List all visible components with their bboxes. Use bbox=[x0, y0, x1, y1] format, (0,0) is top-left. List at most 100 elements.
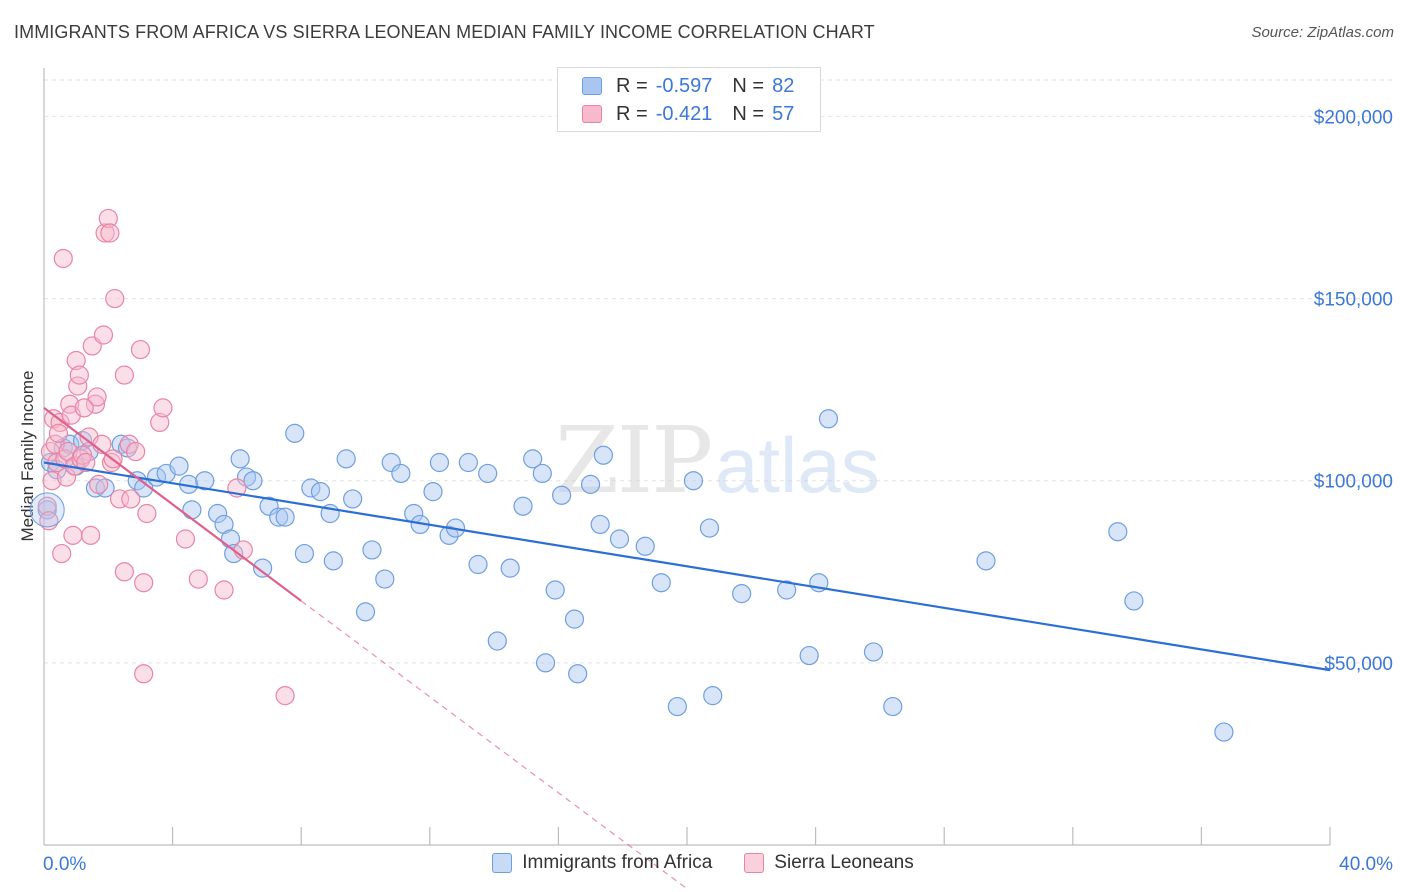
r-value: -0.421 bbox=[655, 102, 713, 125]
x-tick-label: 40.0% bbox=[1339, 854, 1393, 875]
africa-point bbox=[699, 518, 720, 538]
africa-point bbox=[863, 642, 884, 662]
africa-point bbox=[590, 514, 610, 535]
sierra-point bbox=[85, 394, 106, 414]
africa-point bbox=[818, 409, 839, 429]
africa-point bbox=[523, 449, 543, 469]
legend-label-africa: Immigrants from Africa bbox=[522, 852, 713, 873]
sierra-point bbox=[95, 223, 115, 243]
africa-point bbox=[391, 463, 411, 484]
legend-label-sierra: Sierra Leoneans bbox=[774, 852, 914, 873]
sierra-point bbox=[93, 325, 114, 345]
africa-point bbox=[545, 580, 565, 600]
sierra-point bbox=[63, 525, 83, 545]
sierra-point bbox=[188, 569, 208, 589]
legend-swatch-africa bbox=[582, 77, 602, 95]
sierra-point bbox=[134, 573, 154, 593]
sierra-point bbox=[130, 339, 151, 360]
sierra-point bbox=[81, 525, 101, 545]
sierra-point bbox=[53, 248, 73, 269]
legend-item-africa[interactable]: Immigrants from Africa bbox=[492, 852, 712, 874]
sierra-point bbox=[153, 398, 173, 418]
africa-point bbox=[478, 463, 498, 484]
legend-item-sierra[interactable]: Sierra Leoneans bbox=[744, 852, 914, 874]
africa-point bbox=[439, 525, 459, 545]
n-label: N = bbox=[732, 102, 765, 125]
watermark-atlas: atlas bbox=[715, 421, 880, 509]
r-value: -0.597 bbox=[655, 74, 713, 97]
africa-point bbox=[635, 536, 655, 556]
legend-swatch-sierra bbox=[582, 105, 602, 123]
africa-point bbox=[243, 471, 263, 491]
sierra-point bbox=[114, 365, 134, 385]
n-label: N = bbox=[732, 74, 765, 97]
africa-point bbox=[362, 540, 382, 560]
africa-point bbox=[609, 529, 630, 549]
sierra-point bbox=[134, 664, 154, 684]
africa-point bbox=[169, 456, 189, 476]
africa-point bbox=[208, 503, 228, 524]
africa-point bbox=[301, 478, 321, 498]
africa-point bbox=[195, 471, 215, 491]
watermark-zip: ZIP bbox=[555, 407, 711, 514]
y-tick-label: $50,000 bbox=[1324, 654, 1393, 675]
africa-point bbox=[236, 467, 257, 487]
africa-point bbox=[535, 653, 556, 673]
africa-point bbox=[593, 445, 614, 465]
correlation-legend: R = -0.597 N = 82 R = -0.421 N = 57 bbox=[557, 67, 821, 132]
sierra-point bbox=[89, 474, 109, 494]
africa-point bbox=[564, 609, 585, 629]
legend-row-africa: R = -0.597 N = 82 bbox=[582, 73, 794, 99]
africa-point bbox=[423, 482, 443, 502]
africa-point bbox=[500, 558, 520, 578]
sierra-point bbox=[42, 471, 62, 491]
n-value: 82 bbox=[772, 74, 795, 97]
y-tick-label: $150,000 bbox=[1314, 290, 1393, 311]
x-tick-label: 0.0% bbox=[43, 854, 86, 875]
sierra-point bbox=[214, 580, 234, 600]
africa-point bbox=[883, 696, 903, 717]
sierra-point bbox=[105, 288, 125, 309]
africa-point bbox=[275, 507, 295, 527]
legend-swatch-africa bbox=[492, 853, 513, 873]
africa-point bbox=[95, 478, 115, 498]
tick-labels: $50,000 $100,000 $150,000 $200,000 0.0% 40.0% bbox=[43, 107, 1393, 875]
africa-point bbox=[703, 686, 723, 706]
sierra-point bbox=[48, 423, 69, 443]
sierra-point bbox=[114, 562, 134, 582]
source-label: Source: ZipAtlas.com bbox=[1251, 24, 1394, 41]
sierra-trend-line bbox=[43, 406, 302, 602]
africa-point bbox=[310, 482, 331, 502]
sierra-point bbox=[119, 434, 139, 454]
legend-swatch-sierra bbox=[744, 853, 765, 873]
africa-point bbox=[253, 558, 273, 578]
africa-point bbox=[732, 584, 752, 604]
sierra-point bbox=[126, 441, 146, 462]
africa-point bbox=[667, 696, 687, 717]
axes bbox=[43, 68, 1331, 846]
africa-point bbox=[343, 489, 363, 509]
sierra-point bbox=[121, 489, 141, 509]
sierra-point bbox=[76, 452, 96, 473]
sierra-point bbox=[137, 503, 157, 524]
africa-point bbox=[777, 580, 797, 600]
africa-point bbox=[269, 507, 289, 527]
sierra-trend-extension bbox=[300, 600, 688, 890]
africa-point bbox=[429, 452, 450, 473]
africa-point bbox=[336, 449, 356, 469]
sierra-point bbox=[87, 387, 107, 407]
africa-point-large bbox=[29, 492, 65, 528]
n-value: 57 bbox=[772, 102, 795, 125]
africa-point bbox=[651, 573, 671, 593]
africa-point bbox=[259, 496, 279, 516]
sierra-point bbox=[275, 686, 295, 706]
sierra-point bbox=[56, 467, 77, 487]
africa-point bbox=[230, 449, 250, 469]
africa-point bbox=[381, 452, 401, 473]
y-tick-label: $100,000 bbox=[1314, 472, 1393, 493]
gridlines bbox=[44, 79, 1395, 664]
trend-lines bbox=[43, 406, 1331, 890]
africa-point bbox=[294, 543, 315, 564]
africa-point bbox=[683, 471, 704, 491]
sierra-point bbox=[175, 529, 196, 549]
